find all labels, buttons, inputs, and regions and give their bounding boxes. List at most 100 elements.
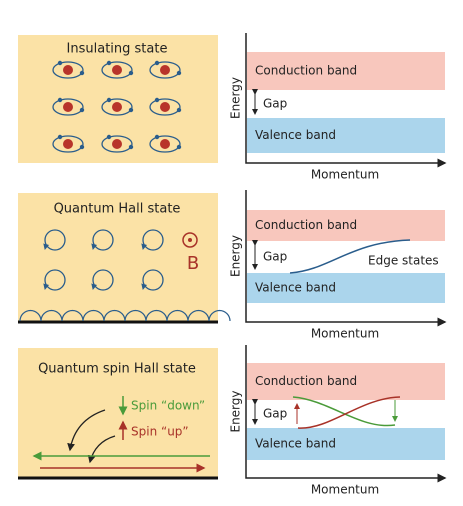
electron — [106, 60, 112, 66]
panel-title: Insulating state — [67, 42, 168, 57]
panel-title: Quantum spin Hall state — [38, 362, 196, 377]
conduction-label: Conduction band — [255, 218, 357, 232]
orbit-arrow — [91, 243, 98, 250]
electron — [128, 144, 134, 150]
nucleus — [63, 102, 73, 112]
conduction-band — [247, 210, 445, 241]
conduction-band — [247, 363, 445, 400]
y-axis-label: Energy — [229, 77, 243, 119]
valence-band — [247, 273, 445, 303]
electron — [154, 60, 160, 66]
skipping-orbit — [82, 309, 105, 322]
nucleus — [112, 139, 122, 149]
field-label: B — [187, 253, 199, 274]
orbit — [101, 98, 133, 116]
nucleus — [63, 65, 73, 75]
orbit-arrow — [43, 243, 50, 250]
nucleus — [63, 139, 73, 149]
skipping-orbit — [19, 309, 42, 322]
conduction-label: Conduction band — [255, 374, 357, 388]
gap-label: Gap — [263, 407, 287, 421]
electron — [57, 134, 63, 140]
x-axis-label: Momentum — [311, 168, 379, 182]
cyclotron-orbit — [92, 229, 114, 251]
orbit — [101, 135, 133, 153]
valence-band — [247, 428, 445, 460]
orbit — [149, 135, 181, 153]
orbit — [52, 61, 84, 79]
electron — [176, 70, 182, 76]
valence-label: Valence band — [255, 281, 336, 295]
skipping-orbit — [61, 309, 84, 322]
field-dot — [188, 238, 192, 242]
skipping-orbit — [187, 309, 210, 322]
left-panels: Insulating state Quantum Hall state B Qu… — [18, 35, 218, 480]
orbit — [52, 135, 84, 153]
skipping-orbit — [166, 309, 189, 322]
gap-label: Gap — [263, 97, 287, 111]
electron — [154, 97, 160, 103]
electron — [106, 97, 112, 103]
skipping-orbit — [103, 309, 126, 322]
skipping-orbit — [208, 309, 231, 322]
nucleus — [160, 139, 170, 149]
nucleus — [112, 102, 122, 112]
electron — [176, 107, 182, 113]
orbit-arrow — [141, 243, 148, 250]
axes — [245, 345, 447, 483]
electron — [57, 97, 63, 103]
spin-down-label: Spin “down” — [131, 399, 205, 413]
curved-arrow — [87, 435, 116, 464]
cyclotron-orbit — [142, 229, 164, 251]
orbit-arrow — [141, 283, 148, 290]
electron — [57, 60, 63, 66]
valence-band — [247, 118, 445, 153]
cyclotron-orbit — [142, 269, 164, 291]
edge-state — [289, 239, 411, 274]
spin-up-label: Spin “up” — [131, 425, 189, 439]
electron — [128, 107, 134, 113]
y-axis-label: Energy — [229, 235, 243, 277]
panel-bg — [18, 193, 218, 322]
valence-label: Valence band — [255, 437, 336, 451]
orbit — [101, 61, 133, 79]
electron — [154, 134, 160, 140]
orbit — [149, 61, 181, 79]
cyclotron-orbit — [44, 269, 66, 291]
curved-arrow — [67, 409, 106, 452]
orbit-arrow — [43, 283, 50, 290]
orbit — [149, 98, 181, 116]
cyclotron-orbit — [44, 229, 66, 251]
cyclotron-orbit — [92, 269, 114, 291]
electron — [106, 134, 112, 140]
orbit — [52, 98, 84, 116]
panel-title: Quantum Hall state — [54, 202, 181, 217]
electron — [79, 144, 85, 150]
electron — [79, 107, 85, 113]
conduction-label: Conduction band — [255, 64, 357, 78]
y-axis-label: Energy — [229, 390, 243, 432]
field-symbol — [182, 232, 198, 248]
edge-state-green — [292, 396, 396, 427]
nucleus — [112, 65, 122, 75]
valence-label: Valence band — [255, 128, 336, 142]
skipping-orbit — [40, 309, 63, 322]
skipping-orbit — [145, 309, 168, 322]
axes — [245, 33, 447, 168]
gap-label: Gap — [263, 250, 287, 264]
edge-label: Edge states — [368, 254, 439, 268]
axes — [245, 190, 447, 327]
electron — [128, 70, 134, 76]
x-axis-label: Momentum — [311, 483, 379, 497]
orbit-arrow — [91, 283, 98, 290]
skipping-orbit — [124, 309, 147, 322]
conduction-band — [247, 52, 445, 90]
edge-state-red — [297, 396, 401, 429]
nucleus — [160, 65, 170, 75]
nucleus — [160, 102, 170, 112]
electron — [176, 144, 182, 150]
electron — [79, 70, 85, 76]
x-axis-label: Momentum — [311, 327, 379, 341]
